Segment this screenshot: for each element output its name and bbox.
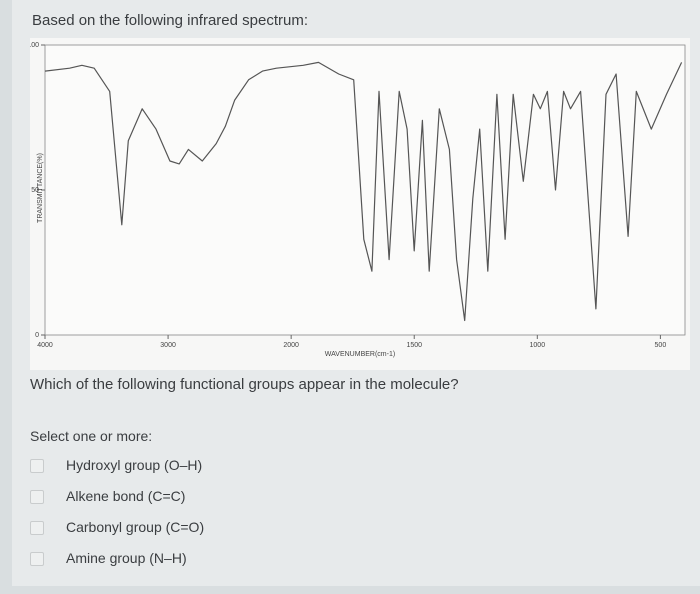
option-label[interactable]: Amine group (N–H) (66, 550, 187, 566)
question-text: Which of the following functional groups… (30, 376, 459, 393)
spectrum-line (44, 61, 683, 322)
x-tick-label: 500 (655, 342, 667, 349)
checkbox[interactable] (30, 521, 44, 535)
x-tick-label: 2000 (283, 342, 299, 349)
checkbox[interactable] (30, 459, 44, 473)
y-axis-label: TRANSMITTANCE(%) (37, 153, 44, 223)
checkbox[interactable] (30, 490, 44, 504)
y-tick-label: 50 (31, 187, 39, 194)
x-tick-label: 3000 (160, 342, 176, 349)
option-label[interactable]: Alkene bond (C=C) (66, 488, 186, 504)
ir-spectrum: TRANSMITTANCE(%) WAVENUMBER(cm-1) 0 50 100… (30, 38, 690, 370)
option-label[interactable]: Carbonyl group (C=O) (66, 519, 205, 535)
plot-frame (44, 44, 686, 336)
x-tick-label: 4000 (37, 342, 53, 349)
y-tick-label: 100 (30, 42, 39, 49)
x-tick-label: 1000 (530, 342, 546, 349)
x-axis-label: WAVENUMBER(cm-1) (325, 351, 395, 358)
prompt: Select one or more: (30, 428, 153, 444)
checkbox[interactable] (30, 552, 44, 566)
y-tick-label: 0 (35, 332, 39, 339)
x-tick-label: 1500 (406, 342, 422, 349)
option-label[interactable]: Hydroxyl group (O–H) (66, 457, 203, 473)
header: Based on the following infrared spectrum… (32, 12, 308, 29)
